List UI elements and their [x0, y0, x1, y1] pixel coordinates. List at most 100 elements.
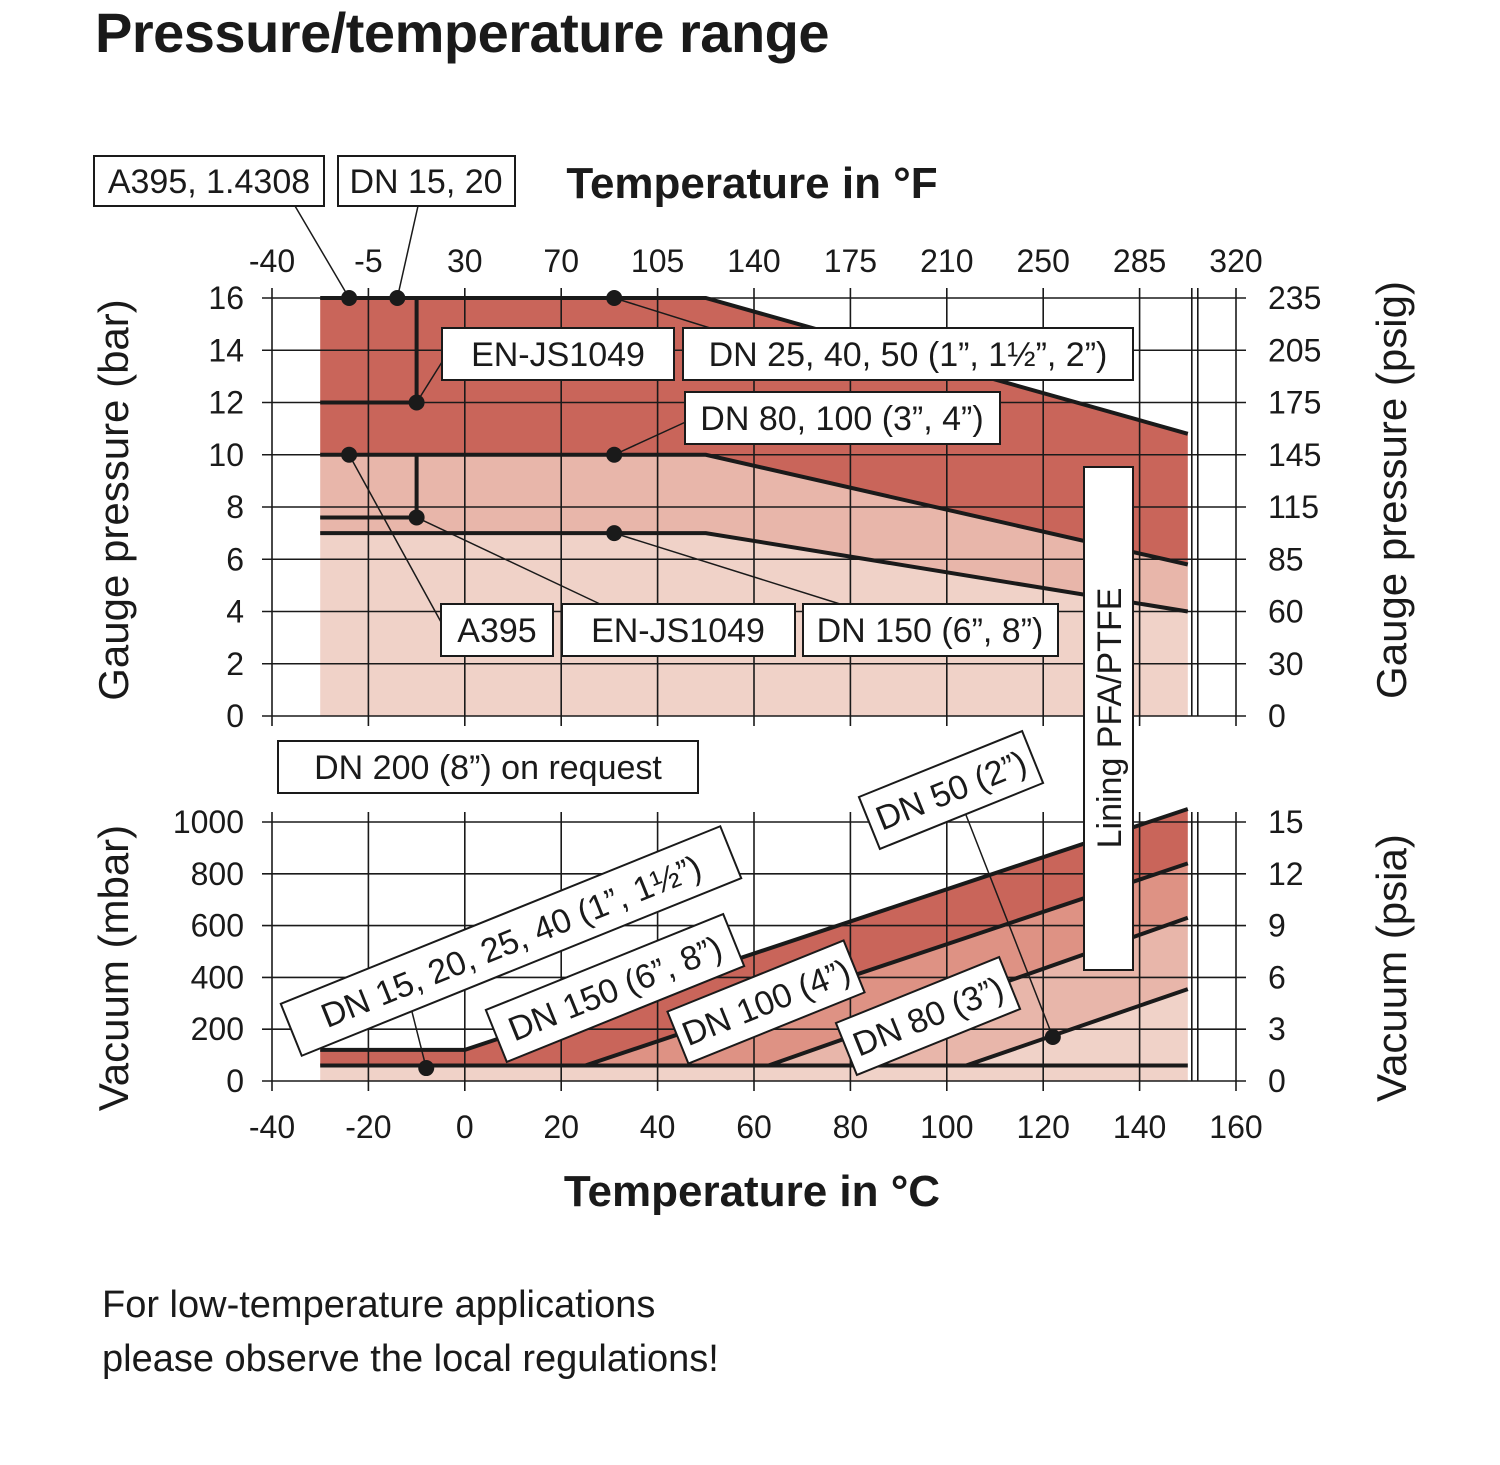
- leader-line-7: [613, 532, 841, 605]
- gauge-right-axis-title: Gauge pressure (psig): [1368, 281, 1415, 699]
- gauge-right-tick-label: 145: [1268, 437, 1321, 473]
- gauge-right-tick-label: 0: [1268, 698, 1286, 734]
- top-tick-label: -40: [249, 243, 295, 279]
- top-tick-label: 175: [824, 243, 877, 279]
- label-a395-14308-text: A395, 1.4308: [108, 163, 310, 201]
- bottom-tick-label: 0: [456, 1109, 474, 1145]
- gauge-left-tick-label: 10: [208, 437, 244, 473]
- gauge-left-tick-label: 16: [208, 280, 244, 316]
- gauge-marker-6: [408, 509, 425, 526]
- bottom-tick-label: 100: [920, 1109, 973, 1145]
- top-tick-label: 285: [1113, 243, 1166, 279]
- vacuum-right-tick-label: 6: [1268, 959, 1286, 995]
- gauge-left-tick-label: 2: [226, 646, 244, 682]
- leader-line-3: [613, 297, 711, 329]
- vacuum-left-tick-label: 200: [191, 1011, 244, 1047]
- bottom-tick-label: 120: [1017, 1109, 1070, 1145]
- bottom-tick-label: -20: [345, 1109, 391, 1145]
- gauge-left-tick-label: 8: [226, 489, 244, 525]
- label-dn15-20: DN 15, 20: [337, 155, 516, 207]
- gauge-marker-4: [341, 446, 358, 463]
- label-dn150-gauge: DN 150 (6”, 8”): [802, 603, 1059, 657]
- label-dn25-40-50: DN 25, 40, 50 (1”, 1½”, 2”): [682, 327, 1134, 381]
- vacuum-right-tick-label: 3: [1268, 1011, 1286, 1047]
- gauge-left-tick-label: 4: [226, 594, 244, 630]
- vacuum-right-tick-label: 9: [1268, 908, 1286, 944]
- gauge-marker-2: [606, 290, 623, 306]
- leader-lines: [294, 205, 1054, 1069]
- vacuum-left-tick-label: 400: [191, 959, 244, 995]
- gauge-right-tick-label: 60: [1268, 594, 1304, 630]
- vacuum-marker-1: [1044, 1028, 1061, 1045]
- top-tick-label: 30: [447, 243, 483, 279]
- gauge-right-tick-label: 30: [1268, 646, 1304, 682]
- gauge-left-tick-label: 6: [226, 541, 244, 577]
- page-title: Pressure/temperature range: [95, 1, 830, 64]
- gauge-right-tick-label: 235: [1268, 280, 1321, 316]
- bottom-tick-label: 80: [833, 1109, 869, 1145]
- gauge-left-tick-label: 12: [208, 385, 244, 421]
- bottom-tick-label: 40: [640, 1109, 676, 1145]
- leader-line-0: [294, 205, 350, 299]
- bottom-tick-label: 140: [1113, 1109, 1166, 1145]
- label-en-js1049-top: EN-JS1049: [441, 327, 675, 381]
- gauge-marker-0: [341, 290, 358, 306]
- gauge-right-tick-label: 85: [1268, 541, 1304, 577]
- vacuum-left-tick-label: 800: [191, 856, 244, 892]
- vacuum-left-axis-title: Vacuum (mbar): [90, 825, 137, 1111]
- top-tick-label: 140: [727, 243, 780, 279]
- bottom-tick-label: -40: [249, 1109, 295, 1145]
- vacuum-left-tick-label: 0: [226, 1063, 244, 1099]
- label-dn80-100: DN 80, 100 (3”, 4”): [684, 391, 1001, 445]
- vacuum-left-tick-label: 600: [191, 908, 244, 944]
- label-a395-text: A395: [457, 612, 536, 650]
- label-a395-14308: A395, 1.4308: [93, 155, 325, 207]
- label-dn200: DN 200 (8”) on request: [277, 740, 699, 794]
- leader-line-9: [965, 814, 1054, 1038]
- leader-line-6: [416, 516, 601, 605]
- gauge-marker-1: [389, 290, 406, 306]
- tick-labels: -40 -5 30 70 105 140 175 210 250 285 320-40 -20 0 20 4…: [173, 243, 1322, 1145]
- label-dn150-gauge-text: DN 150 (6”, 8”): [817, 612, 1044, 650]
- gauge-marker-7: [606, 525, 623, 542]
- gauge-left-axis-title: Gauge pressure (bar): [90, 299, 137, 701]
- gauge-series-line-1: [320, 452, 1189, 567]
- footnote-line-2: please observe the local regulations!: [102, 1338, 719, 1380]
- label-dn15-20-text: DN 15, 20: [349, 163, 502, 201]
- top-tick-label: 105: [631, 243, 684, 279]
- data-markers: [341, 290, 1061, 1077]
- vacuum-series-line-4: [965, 987, 1189, 1068]
- label-a395: A395: [440, 603, 554, 657]
- gauge-right-tick-label: 115: [1268, 489, 1319, 525]
- bottom-tick-label: 160: [1209, 1109, 1262, 1145]
- gauge-right-tick-label: 205: [1268, 332, 1321, 368]
- label-dn80-100-text: DN 80, 100 (3”, 4”): [700, 400, 983, 438]
- gauge-series-line-0: [320, 296, 1189, 436]
- label-dn25-40-50-text: DN 25, 40, 50 (1”, 1½”, 2”): [709, 336, 1108, 374]
- vacuum-series-line-1: [320, 807, 1189, 1052]
- vacuum-right-tick-label: 0: [1268, 1063, 1286, 1099]
- gauge-right-tick-label: 175: [1268, 385, 1321, 421]
- gauge-left-tick-label: 0: [226, 698, 244, 734]
- label-dn200-text: DN 200 (8”) on request: [314, 749, 662, 787]
- label-en-js1049-top-text: EN-JS1049: [471, 336, 645, 374]
- label-en-js1049-bottom-text: EN-JS1049: [591, 612, 765, 650]
- vacuum-right-tick-label: 15: [1268, 804, 1304, 840]
- top-tick-label: 250: [1017, 243, 1070, 279]
- bottom-axis-title: Temperature in °C: [564, 1167, 940, 1216]
- leader-line-4: [613, 419, 691, 456]
- bottom-tick-label: 60: [736, 1109, 772, 1145]
- footnote-line-1: For low-temperature applications: [102, 1284, 656, 1326]
- top-tick-label: 70: [543, 243, 579, 279]
- leader-line-5: [348, 454, 442, 623]
- label-lining-text: Lining PFA/PTFE: [1091, 588, 1129, 849]
- top-axis-title: Temperature in °F: [566, 159, 937, 208]
- gauge-marker-5: [606, 446, 623, 463]
- vacuum-right-axis-title: Vacuum (psia): [1368, 834, 1415, 1102]
- top-tick-label: 210: [920, 243, 973, 279]
- label-en-js1049-bottom: EN-JS1049: [561, 603, 796, 657]
- gauge-marker-3: [408, 394, 425, 411]
- leader-line-1: [396, 205, 419, 299]
- vacuum-marker-0: [418, 1060, 435, 1077]
